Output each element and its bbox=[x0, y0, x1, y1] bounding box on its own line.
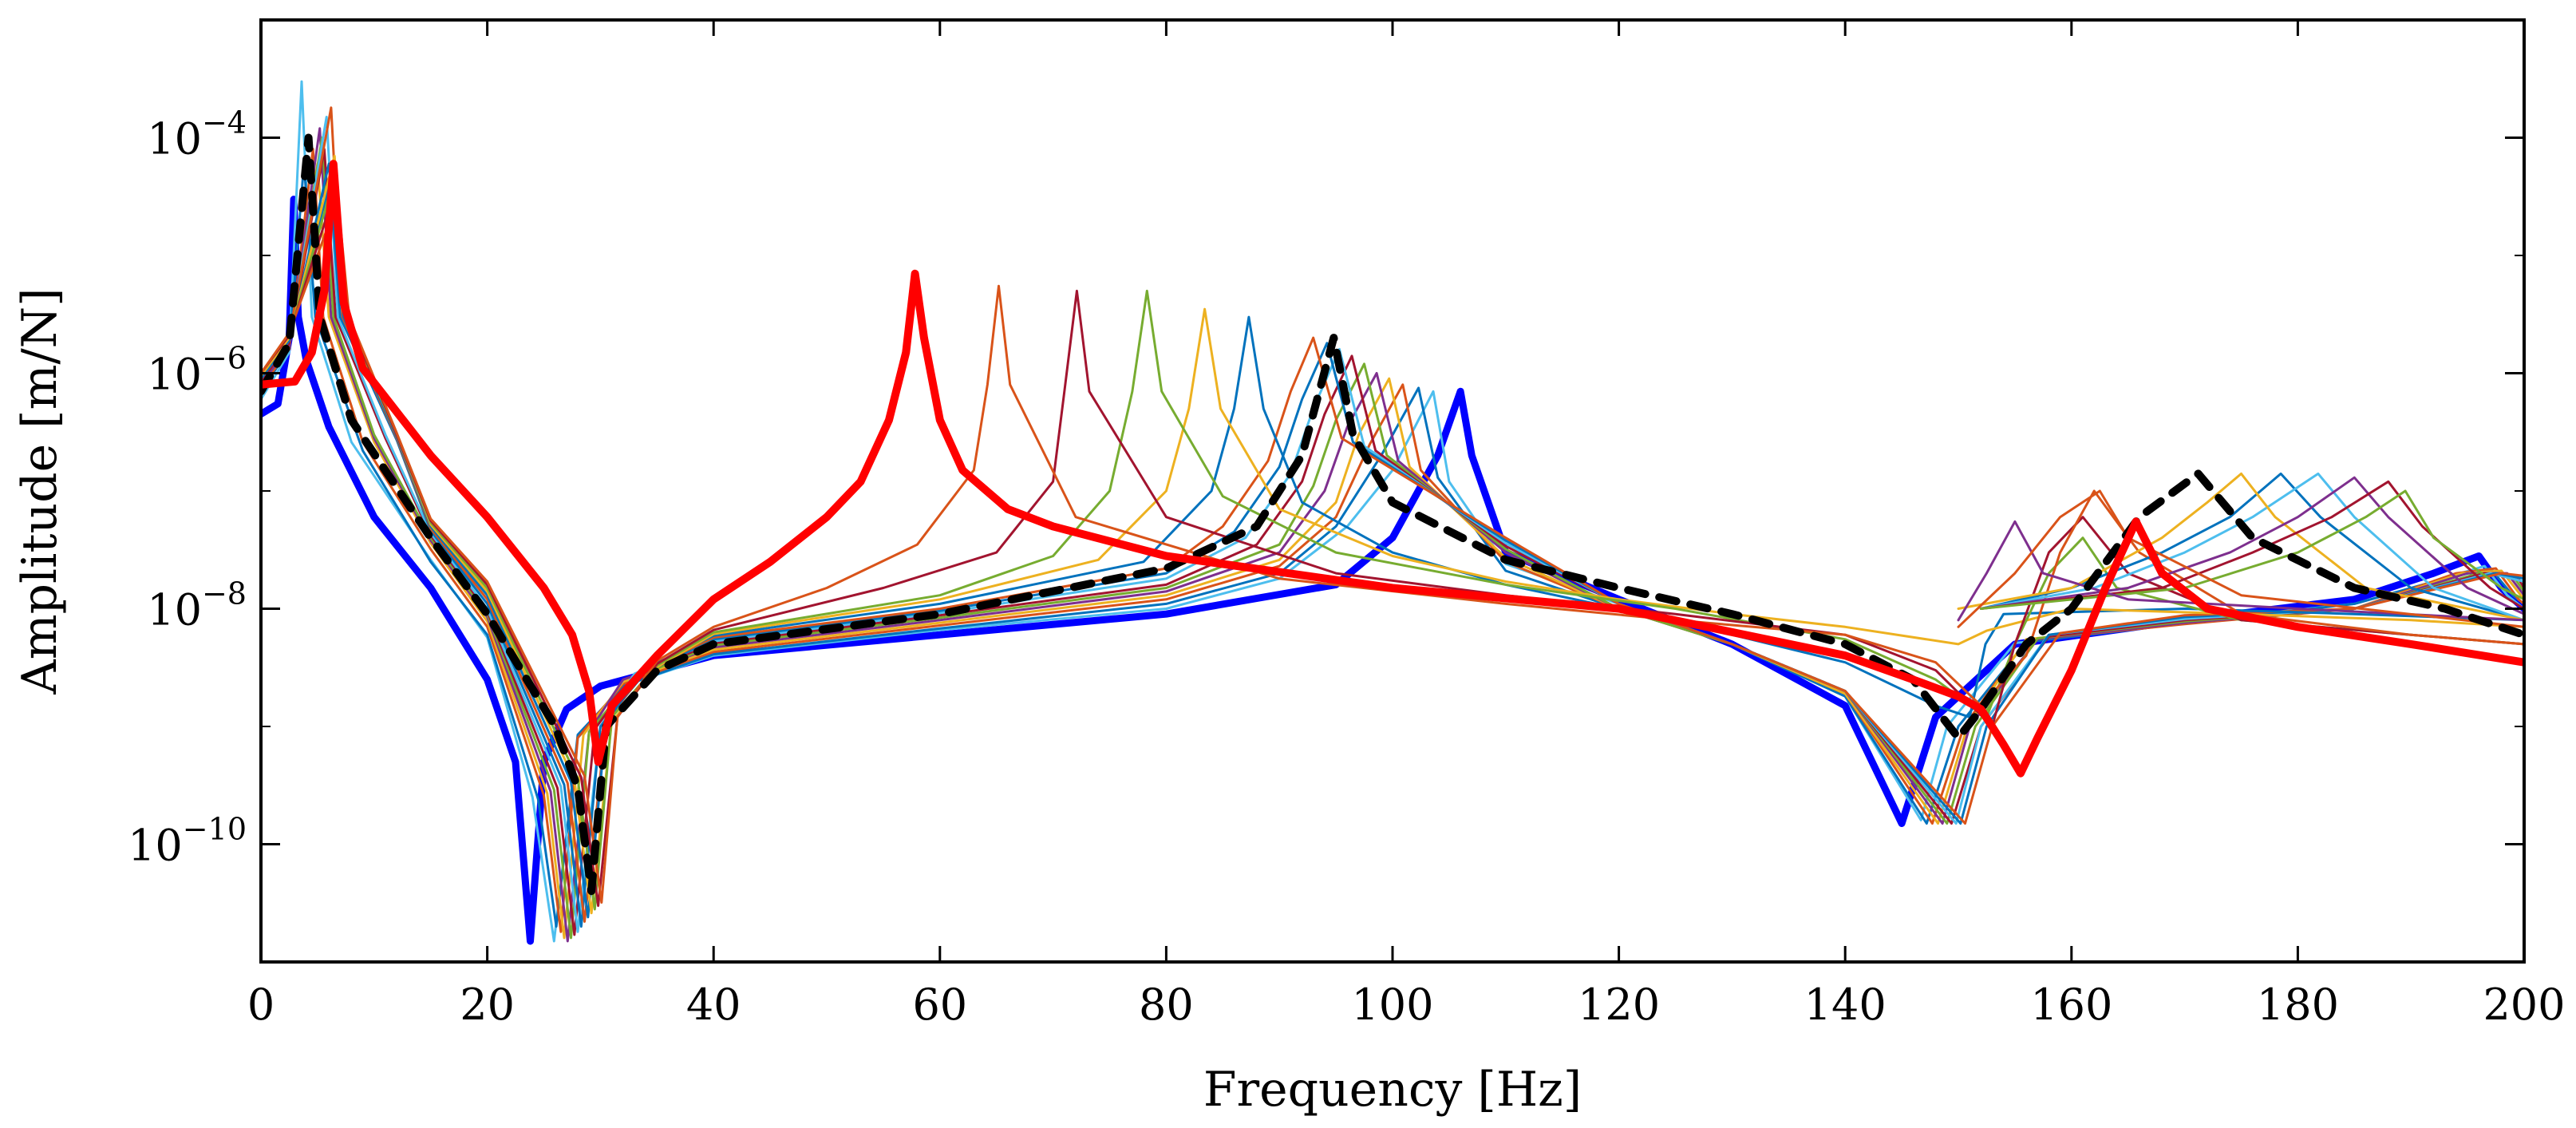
ticks-group: 0 20 40 60 80 100 120 140 160 180 200 10−10 10−8 10−6… bbox=[128, 19, 2566, 1030]
series-line-25 bbox=[261, 133, 2524, 896]
x-tick-label: 160 bbox=[2030, 980, 2112, 1030]
y-tick-label: 10−10 bbox=[128, 812, 247, 871]
x-tick-label: 40 bbox=[686, 980, 741, 1030]
y-tick-label: 10−8 bbox=[147, 576, 247, 635]
x-tick-label: 80 bbox=[1139, 980, 1194, 1030]
series-group bbox=[261, 80, 2524, 945]
plot-background bbox=[261, 20, 2524, 962]
x-tick-label: 20 bbox=[460, 980, 515, 1030]
series-line-9 bbox=[261, 116, 2524, 933]
x-tick-label: 0 bbox=[247, 980, 275, 1030]
series-line-20 bbox=[1979, 476, 2524, 615]
series-line-23 bbox=[1957, 520, 2524, 622]
x-tick-label: 140 bbox=[1804, 980, 1887, 1030]
series-line-22 bbox=[1979, 489, 2524, 610]
y-tick-label: 10−6 bbox=[147, 341, 247, 400]
series-line-14 bbox=[261, 172, 2524, 911]
series-line-16 bbox=[261, 198, 2524, 904]
y-tick-label: 10−4 bbox=[147, 105, 247, 164]
series-line-15 bbox=[261, 183, 2524, 908]
x-axis-label: Frequency [Hz] bbox=[1203, 1062, 1582, 1118]
series-line-19 bbox=[1957, 472, 2524, 622]
series-line-26 bbox=[261, 160, 2524, 778]
x-tick-label: 60 bbox=[912, 980, 967, 1030]
y-axis-label: Amplitude [m/N] bbox=[12, 287, 68, 695]
x-tick-label: 200 bbox=[2483, 980, 2565, 1030]
x-tick-label: 120 bbox=[1578, 980, 1660, 1030]
series-line-24 bbox=[1957, 489, 2524, 628]
x-tick-label: 180 bbox=[2257, 980, 2339, 1030]
x-tick-label: 100 bbox=[1351, 980, 1433, 1030]
